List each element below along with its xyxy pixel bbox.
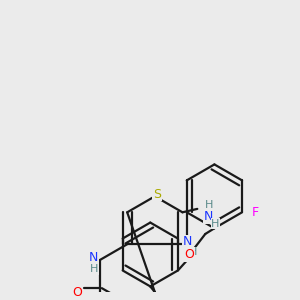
- Text: H: H: [205, 200, 213, 211]
- Text: S: S: [153, 188, 161, 201]
- Text: H: H: [90, 264, 98, 274]
- Text: F: F: [252, 206, 259, 219]
- Text: H: H: [212, 219, 220, 229]
- Text: N: N: [182, 236, 192, 248]
- Text: N: N: [204, 210, 213, 224]
- Text: O: O: [184, 248, 194, 261]
- Text: H: H: [189, 247, 197, 257]
- Text: N: N: [89, 251, 98, 264]
- Text: O: O: [72, 286, 82, 298]
